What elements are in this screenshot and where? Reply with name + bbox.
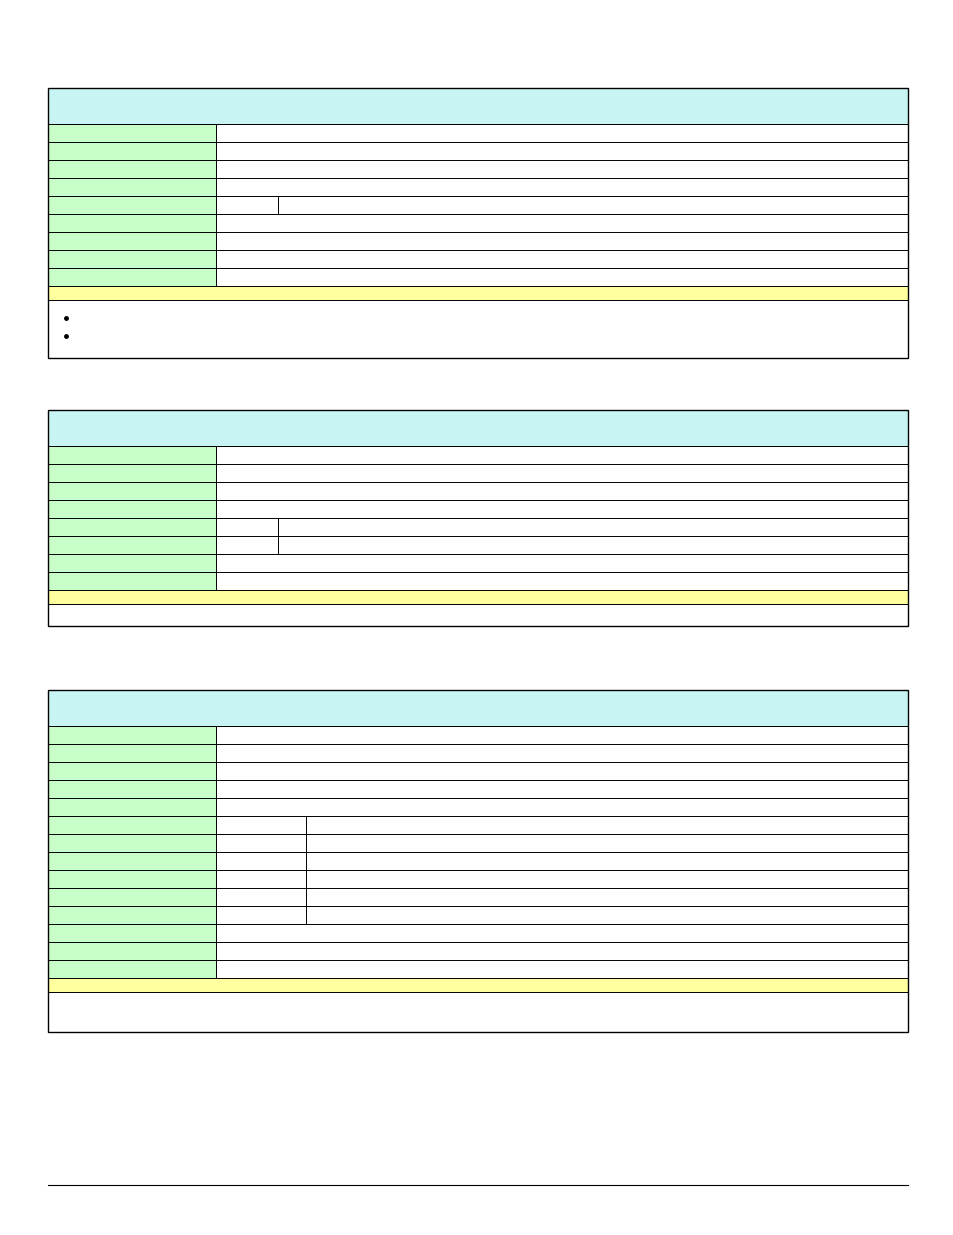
Bar [215,161,907,178]
Bar [215,960,907,978]
Bar [48,604,907,626]
Bar [48,816,215,906]
Bar [215,906,907,924]
Bar [277,536,907,555]
Bar [48,500,215,517]
Bar [215,268,907,287]
Bar [215,214,907,232]
Bar [215,517,277,536]
Bar [48,572,215,590]
Bar [48,924,215,942]
Bar [215,924,907,942]
Bar [48,992,907,1032]
Bar [215,196,907,214]
Bar [48,978,907,992]
Bar [48,249,215,268]
Bar [215,555,907,572]
Bar [215,142,907,161]
Bar [48,142,215,161]
Bar [215,852,907,869]
Bar [48,555,215,572]
Bar [48,214,215,232]
Bar [277,517,907,536]
Bar [48,178,215,196]
Bar [48,726,215,762]
Bar [48,88,907,358]
Bar [215,464,907,482]
Bar [48,762,215,781]
Bar [215,178,907,196]
Bar [48,232,215,249]
Bar [48,781,215,816]
Bar [48,446,215,464]
Bar [48,161,215,178]
Bar [215,942,907,960]
Bar [48,287,907,300]
Bar [215,816,907,834]
Bar [48,124,215,142]
Bar [48,906,215,924]
Bar [48,482,215,500]
Bar [48,410,907,446]
Bar [215,446,907,464]
Bar [215,798,907,816]
Bar [215,781,907,798]
Bar [48,960,215,978]
Bar [48,590,907,604]
Bar [215,249,907,268]
Bar [215,743,907,762]
Bar [215,124,907,142]
Bar [48,268,215,287]
Bar [48,300,907,358]
Bar [48,196,215,214]
Bar [215,536,277,555]
Bar [215,888,907,906]
Bar [48,464,215,482]
Bar [215,232,907,249]
Bar [48,88,907,124]
Bar [215,834,907,852]
Bar [215,726,907,743]
Bar [48,690,907,726]
Bar [215,869,907,888]
Bar [48,942,215,960]
Bar [48,690,907,1032]
Bar [48,410,907,626]
Bar [48,517,215,555]
Bar [215,500,907,517]
Bar [215,482,907,500]
Bar [215,762,907,781]
Bar [215,572,907,590]
